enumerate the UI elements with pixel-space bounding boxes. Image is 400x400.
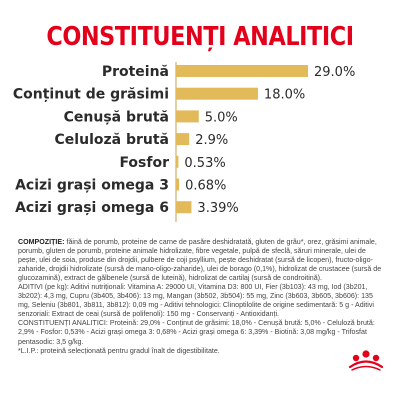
value-label: 0.53% [184,156,225,171]
chart-bar [176,178,180,191]
royal-canin-crown-logo-icon [348,350,384,371]
category-label: Cenușă brută [64,109,169,125]
value-label: 3.39% [197,201,238,216]
chart-bar [176,87,258,100]
analytic-constituents-text: CONSTITUENȚI ANALITICI: Proteină: 29,0% … [18,319,375,346]
composition-block: COMPOZIȚIE: făină de porumb, proteine de… [18,238,382,356]
category-label: Celuloză brută [55,132,169,148]
category-label: Acizi grași omega 3 [15,178,169,194]
value-label: 5.0% [205,110,238,125]
value-label: 29.0% [314,65,355,80]
chart-bar [176,110,199,123]
page-title: CONSTITUENȚI ANALITICI [46,22,354,52]
category-label: Proteină [102,64,169,80]
category-label: Acizi grași omega 6 [15,200,169,216]
value-label: 18.0% [264,88,305,103]
chart-bar [176,65,308,77]
composition-paragraph: COMPOZIȚIE: făină de porumb, proteine de… [18,238,382,283]
composition-text: făină de porumb, proteine de carne de pa… [18,238,382,283]
value-label: 0.68% [185,179,226,194]
additives-text: ADITIVI (pe kg): Aditivi nutriționali: V… [18,283,374,319]
chart-bar [176,201,192,214]
composition-heading: COMPOZIȚIE: [18,238,65,246]
footnote-text: *L.I.P.: proteină selecționată pentru gr… [18,346,220,355]
chart-bar [176,133,190,146]
value-label: 2.9% [195,133,228,148]
category-label: Fosfor [119,155,169,171]
analytics-bar-chart: Proteină 29.0% Conținut de grăsimi 18.0% Cen… [13,62,355,222]
chart-bar [176,155,179,168]
category-label: Conținut de grăsimi [13,87,169,103]
